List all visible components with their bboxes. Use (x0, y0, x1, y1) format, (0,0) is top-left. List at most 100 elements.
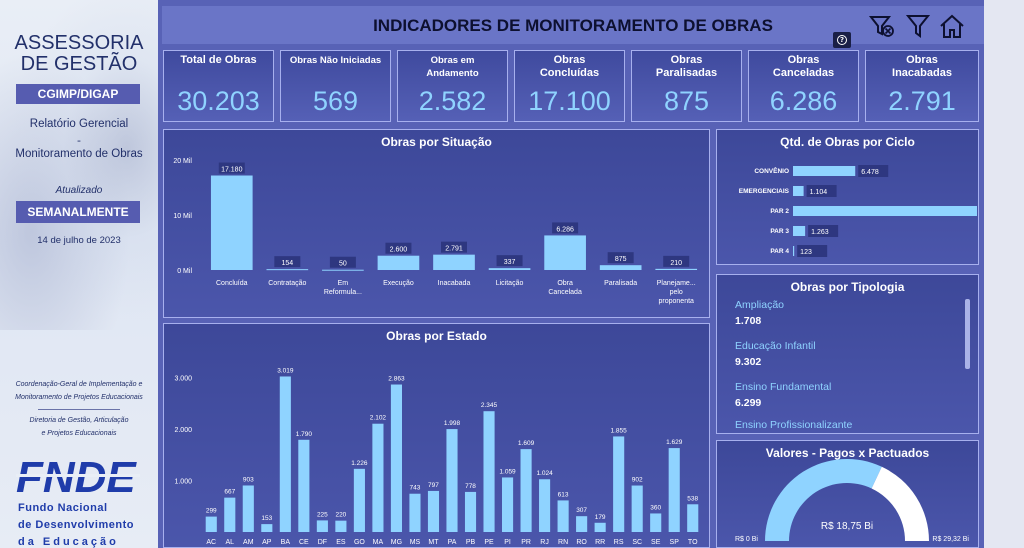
x-tick-label: PE (484, 539, 494, 546)
fnde-line2: de Desenvolvimento (18, 519, 134, 531)
x-tick-label: Obra (557, 280, 573, 287)
x-tick-label: RR (595, 539, 605, 546)
x-tick-label: pelo (670, 289, 683, 296)
tipologia-value: 9.302 (735, 356, 762, 368)
bar (372, 423, 384, 532)
kpi-card-inacabadas: Obras Inacabadas 2.791 (865, 50, 979, 122)
bar (520, 449, 532, 532)
x-tick-label: AM (243, 539, 254, 546)
kpi-label: Obras Concluídas (539, 54, 600, 79)
y-tick-label: PAR 2 (770, 208, 789, 215)
left-info-panel: ASSESSORIA DE GESTÃO CGIMP/DIGAP Relatór… (0, 0, 158, 548)
x-tick-label: TO (688, 539, 698, 546)
title-line2: DE GESTÃO (20, 53, 138, 75)
list-item[interactable]: Ampliação 1.708 (735, 299, 784, 327)
kpi-card-paralisadas: Obras Paralisadas 875 (631, 50, 742, 122)
y-tick-label: 3.000 (174, 375, 192, 382)
report-line1: Relatório Gerencial (29, 118, 129, 130)
y-tick-label: 20 Mil (173, 158, 192, 165)
x-tick-label: PR (521, 539, 531, 546)
data-label: 1.629 (666, 439, 683, 446)
data-label-bg (797, 245, 828, 257)
kpi-value: 6.286 (769, 86, 838, 116)
right-margin (984, 0, 1024, 548)
clear-filter-icon[interactable] (868, 12, 896, 40)
update-frequency-badge: SEMANALMENTE (16, 201, 140, 223)
bar (316, 520, 328, 532)
bar (261, 524, 273, 532)
data-label: 778 (465, 483, 476, 490)
chart-gauge: R$ 18,75 Bi R$ 0 Bi R$ 29,32 Bi (735, 459, 969, 543)
data-label: 179 (595, 514, 606, 521)
report-line2: Monitoramento de Obras (15, 148, 143, 160)
list-item[interactable]: Educação Infantil 9.302 (735, 340, 816, 368)
x-tick-label: SC (632, 539, 642, 546)
x-tick-label: RJ (540, 539, 549, 546)
bar (793, 166, 856, 176)
list-item[interactable]: Ensino Profissionalizante (735, 419, 852, 431)
bar (544, 235, 586, 270)
dir-line1: Diretoria de Gestão, Articulação (29, 417, 129, 424)
data-label: 1.790 (296, 431, 313, 438)
tipologia-value: 1.708 (735, 315, 762, 327)
bar (427, 490, 440, 532)
data-label-bg (441, 241, 467, 253)
bar (390, 384, 402, 532)
list-item[interactable]: Ensino Fundamental 6.299 (735, 381, 831, 409)
bar (322, 269, 364, 271)
report-dash: - (77, 134, 81, 147)
tipologia-label: Ensino Fundamental (735, 381, 832, 393)
dir-line2: e Projetos Educacionais (41, 430, 117, 437)
data-label-bg (858, 165, 889, 177)
data-label: 1.104 (810, 189, 828, 196)
filter-icon[interactable] (904, 12, 932, 40)
data-label: 154 (281, 260, 293, 267)
x-tick-label: proponenta (659, 298, 695, 305)
x-tick-label: Planejame... (657, 280, 696, 287)
x-tick-label: AC (206, 539, 216, 546)
x-tick-label: SP (670, 539, 680, 546)
x-tick-label: RS (614, 539, 624, 546)
bar (433, 254, 475, 270)
y-tick-label: EMERGENCIAIS (739, 188, 790, 195)
kpi-label: Obras em Andamento (426, 55, 479, 79)
tipologia-value: 6.299 (735, 397, 762, 409)
bar (409, 493, 421, 532)
x-tick-label: MS (410, 539, 421, 546)
data-label-bg (329, 256, 356, 268)
data-label: 220 (335, 512, 346, 519)
x-tick-label: ES (336, 539, 346, 546)
data-label-bg (385, 242, 412, 254)
bar (539, 479, 551, 532)
data-label: 360 (650, 504, 661, 511)
bar (377, 255, 420, 270)
updated-label: Atualizado (55, 185, 103, 196)
kpi-value: 569 (312, 86, 359, 116)
chart-panel-estado: Obras por Estado 1.000 2.000 3.000 299 AC 667… (163, 323, 710, 548)
bar (650, 513, 662, 532)
x-tick-label: Cancelada (548, 289, 582, 296)
bar (793, 246, 795, 256)
help-button[interactable]: ? (833, 32, 851, 48)
data-label: 2.600 (390, 247, 408, 254)
kpi-card-andamento: Obras em Andamento 2.582 (397, 50, 508, 122)
scrollbar[interactable] (965, 299, 970, 369)
chart-title: Valores - Pagos x Pactuados (765, 446, 930, 460)
page-title: INDICADORES DE MONITORAMENTO DE OBRAS (373, 16, 773, 35)
coord-line1: Coordenação-Geral de Implementação e (15, 381, 143, 388)
coord-line2: Monitoramento de Projetos Educacionais (15, 394, 143, 401)
data-label: 6.286 (556, 226, 574, 233)
x-tick-label: MG (391, 539, 402, 546)
data-label: 50 (339, 261, 347, 268)
directorate-text: Diretoria de Gestão, Articulação e Proje… (0, 414, 158, 440)
bar (488, 268, 531, 270)
data-label: 2.102 (370, 415, 387, 422)
y-tick-label: PAR 4 (770, 248, 789, 255)
bar (793, 206, 977, 216)
x-tick-label: DF (318, 539, 327, 546)
data-label: 6.478 (861, 169, 879, 176)
coordination-text: Coordenação-Geral de Implementação e Mon… (0, 378, 158, 404)
chart-title: Qtd. de Obras por Ciclo (780, 135, 915, 149)
chart-title: Obras por Situação (381, 135, 492, 149)
home-icon[interactable] (938, 12, 966, 40)
